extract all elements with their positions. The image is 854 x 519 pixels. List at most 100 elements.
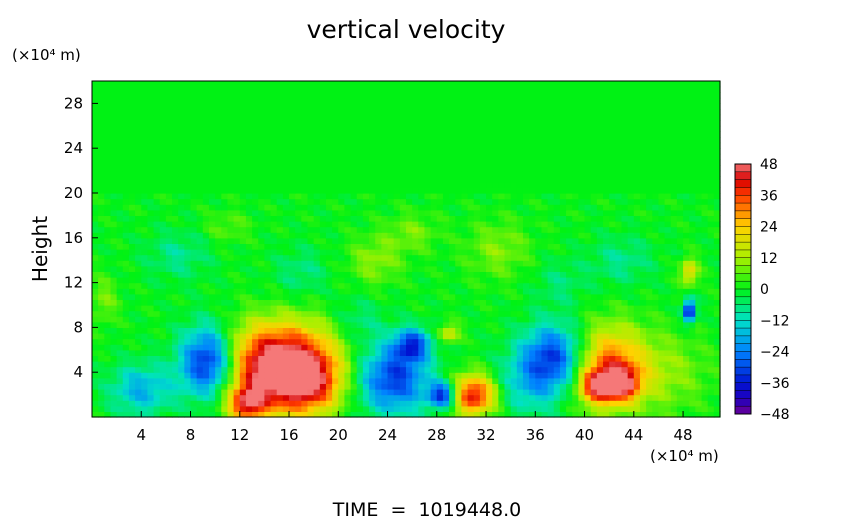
field-cell xyxy=(467,366,475,373)
field-cell xyxy=(98,411,105,418)
field-cell xyxy=(492,349,499,356)
field-cell xyxy=(141,254,149,261)
field-cell xyxy=(504,249,512,256)
field-cell xyxy=(479,153,487,160)
field-cell xyxy=(258,411,265,418)
field-cell xyxy=(393,176,401,183)
field-cell xyxy=(325,411,333,418)
field-cell xyxy=(350,176,358,183)
field-cell xyxy=(412,265,419,272)
field-cell xyxy=(479,411,487,418)
field-cell xyxy=(387,411,395,418)
field-cell xyxy=(289,249,296,256)
field-cell xyxy=(442,394,450,401)
field-cell xyxy=(184,288,192,295)
field-cell xyxy=(116,193,124,200)
field-cell xyxy=(436,221,444,228)
field-cell xyxy=(609,159,616,166)
field-cell xyxy=(479,282,487,289)
field-cell xyxy=(676,361,684,368)
field-cell xyxy=(504,333,512,340)
field-cell xyxy=(239,310,247,317)
field-cell xyxy=(467,372,475,379)
field-cell xyxy=(313,176,321,183)
field-cell xyxy=(590,215,598,222)
field-cell xyxy=(461,153,469,160)
field-cell xyxy=(350,310,358,317)
field-cell xyxy=(362,321,370,328)
field-cell xyxy=(522,372,530,379)
field-cell xyxy=(369,204,376,211)
field-cell xyxy=(282,355,290,362)
field-cell xyxy=(387,338,395,345)
field-cell xyxy=(541,260,549,267)
field-cell xyxy=(436,321,444,328)
field-cell xyxy=(289,193,296,200)
field-cell xyxy=(92,316,99,323)
field-cell xyxy=(350,361,358,368)
field-cell xyxy=(319,170,327,177)
field-cell xyxy=(307,226,315,233)
field-cell xyxy=(701,277,709,284)
field-cell xyxy=(159,310,167,317)
field-cell xyxy=(92,338,99,345)
field-cell xyxy=(510,282,518,289)
field-cell xyxy=(412,243,419,250)
field-cell xyxy=(412,321,419,328)
field-cell xyxy=(658,321,666,328)
field-cell xyxy=(325,400,333,407)
field-cell xyxy=(664,361,672,368)
field-cell xyxy=(627,237,635,244)
field-cell xyxy=(190,209,198,216)
field-cell xyxy=(701,271,709,278)
field-cell xyxy=(135,237,142,244)
field-cell xyxy=(492,355,499,362)
field-cell xyxy=(202,288,210,295)
field-cell xyxy=(375,288,382,295)
field-cell xyxy=(547,159,555,166)
field-cell xyxy=(455,377,463,384)
field-cell xyxy=(541,176,549,183)
field-cell xyxy=(295,170,302,177)
field-cell xyxy=(670,181,678,188)
field-cell xyxy=(603,181,610,188)
field-cell xyxy=(486,293,493,300)
field-cell xyxy=(356,181,364,188)
field-cell xyxy=(239,226,247,233)
field-cell xyxy=(541,293,549,300)
field-cell xyxy=(689,148,696,155)
field-cell xyxy=(406,187,413,194)
field-cell xyxy=(707,260,715,267)
field-cell xyxy=(566,254,573,261)
field-cell xyxy=(258,198,265,205)
field-cell xyxy=(270,204,278,211)
field-cell xyxy=(658,170,666,177)
field-cell xyxy=(572,181,579,188)
field-cell xyxy=(658,215,666,222)
field-cell xyxy=(215,254,222,261)
field-cell xyxy=(627,193,635,200)
field-cell xyxy=(652,377,660,384)
field-cell xyxy=(135,344,142,351)
field-cell xyxy=(689,221,696,228)
field-cell xyxy=(98,282,105,289)
field-cell xyxy=(387,372,395,379)
field-cell xyxy=(184,282,192,289)
field-cell xyxy=(615,293,623,300)
field-cell xyxy=(461,232,469,239)
field-cell xyxy=(227,327,235,334)
field-cell xyxy=(547,271,555,278)
field-cell xyxy=(399,249,407,256)
field-cell xyxy=(172,142,179,149)
field-cell xyxy=(492,366,499,373)
field-cell xyxy=(572,215,579,222)
field-cell xyxy=(356,209,364,216)
field-cell xyxy=(442,187,450,194)
field-cell xyxy=(239,159,247,166)
field-cell xyxy=(449,355,456,362)
field-cell xyxy=(486,316,493,323)
field-cell xyxy=(116,170,124,177)
field-cell xyxy=(282,383,290,390)
field-cell xyxy=(559,232,567,239)
field-cell xyxy=(449,282,456,289)
